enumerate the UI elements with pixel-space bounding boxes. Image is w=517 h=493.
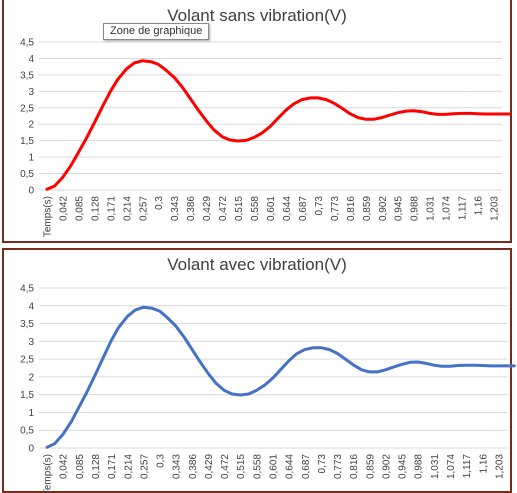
- y-tick-label: 4: [28, 301, 34, 312]
- x-tick-label: 1,117: [458, 196, 469, 221]
- x-tick-label: 0,343: [172, 454, 183, 479]
- x-tick-label: 0,73: [314, 196, 325, 216]
- x-tick-label: 0,128: [91, 454, 102, 479]
- y-tick-label: 4,5: [20, 284, 34, 295]
- x-tick-label: 0,816: [346, 196, 357, 221]
- x-tick-label: 0,902: [378, 196, 389, 221]
- x-tick-label: 0,257: [138, 196, 149, 221]
- x-tick-label: 0,042: [59, 454, 70, 479]
- y-tick-label: 1: [28, 408, 34, 419]
- chart-panel-sans-vibration[interactable]: Volant sans vibration(V) 0 0,5 1 1,5 2 2,5 3 3,…: [2, 0, 512, 243]
- x-tick-label: 0,257: [139, 454, 150, 479]
- y-tick-label: 4,5: [20, 38, 34, 49]
- x-tick-label: 0,644: [285, 454, 296, 479]
- x-tick-label: 1,031: [426, 196, 437, 221]
- x-tick-label: 1,203: [490, 196, 501, 221]
- x-tick-label: 0,773: [333, 454, 344, 479]
- chart-title: Volant sans vibration(V): [167, 6, 347, 25]
- x-tick-label: 0,042: [58, 196, 69, 221]
- y-tick-label: 4: [28, 54, 34, 65]
- x-tick-label: 0,515: [236, 454, 247, 479]
- y-tick-label: 2,5: [20, 103, 34, 114]
- y-tick-label: 0,5: [20, 426, 34, 437]
- x-tick-label: 0,687: [301, 454, 312, 479]
- y-tick-label: 3,5: [20, 319, 34, 330]
- x-tick-label: 0,171: [106, 196, 117, 221]
- x-tick-label: 0,558: [250, 196, 261, 221]
- y-tick-label: 2: [28, 372, 34, 383]
- x-tick-label: 0,429: [202, 196, 213, 221]
- x-tick-label: 0,988: [410, 196, 421, 221]
- x-tick-label: 0,085: [75, 454, 86, 479]
- x-tick-label: 0,386: [186, 196, 197, 221]
- x-tick-label: 0,945: [398, 454, 409, 479]
- x-tick-label: 0,601: [269, 454, 280, 479]
- chart-plot-avec-vibration[interactable]: 0 0,5 1 1,5 2 2,5 3 3,5 4 4,5 Temps(s) 0,042 0,085 0,…: [4, 250, 516, 493]
- x-tick-label: 0,816: [349, 454, 360, 479]
- x-tick-label: 0,902: [381, 454, 392, 479]
- x-tick-label: Temps(s): [42, 196, 53, 237]
- x-tick-label: 0,214: [122, 196, 133, 221]
- x-tick-label: Temps(s): [43, 454, 54, 493]
- y-tick-label: 0,5: [20, 169, 34, 180]
- x-tick-label: 0,644: [282, 196, 293, 221]
- series-line: [45, 59, 511, 191]
- y-tick-label: 1,5: [20, 390, 34, 401]
- x-tick-label: 1,16: [478, 454, 489, 474]
- y-tick-label: 0: [28, 444, 34, 455]
- x-tick-label: 0,945: [394, 196, 405, 221]
- x-tick-label: 0,988: [414, 454, 425, 479]
- x-tick-label: 0,859: [362, 196, 373, 221]
- series-line: [45, 305, 516, 449]
- y-tick-label: 0: [28, 186, 34, 197]
- x-tick-label: 1,074: [442, 196, 453, 221]
- x-tick-label: 0,171: [107, 454, 118, 479]
- chart-panel-avec-vibration[interactable]: Volant avec vibration(V) 0 0,5 1 1,5 2 2,5 3 3,…: [2, 248, 516, 493]
- x-tick-label: 0,472: [220, 454, 231, 479]
- x-tick-label: 0,429: [204, 454, 215, 479]
- x-tick-label: 0,687: [298, 196, 309, 221]
- x-tick-label: 1,117: [462, 454, 473, 479]
- x-tick-label: 0,472: [218, 196, 229, 221]
- x-tick-label: 0,73: [317, 454, 328, 474]
- y-tick-label: 2,5: [20, 355, 34, 366]
- x-tick-label: 0,601: [266, 196, 277, 221]
- y-tick-label: 3: [28, 87, 34, 98]
- x-tick-label: 1,16: [474, 196, 485, 216]
- chart-area-tooltip: Zone de graphique: [103, 23, 210, 40]
- x-tick-label: 0,343: [170, 196, 181, 221]
- y-tick-label: 1: [28, 153, 34, 164]
- x-tick-label: 1,031: [430, 454, 441, 479]
- x-tick-label: 1,203: [494, 454, 505, 479]
- x-tick-label: 0,128: [90, 196, 101, 221]
- y-tick-label: 1,5: [20, 136, 34, 147]
- x-tick-label: 0,386: [188, 454, 199, 479]
- x-tick-label: 0,558: [252, 454, 263, 479]
- x-tick-label: 0,773: [330, 196, 341, 221]
- x-tick-label: 0,214: [123, 454, 134, 479]
- x-tick-label: 0,515: [234, 196, 245, 221]
- y-tick-label: 3: [28, 337, 34, 348]
- chart-title: Volant avec vibration(V): [167, 255, 347, 274]
- x-tick-label: 0,085: [74, 196, 85, 221]
- y-tick-label: 2: [28, 120, 34, 131]
- x-tick-label: 0,859: [365, 454, 376, 479]
- x-tick-label: 0,3: [154, 196, 165, 210]
- y-tick-label: 3,5: [20, 70, 34, 81]
- chart-plot-sans-vibration[interactable]: 0 0,5 1 1,5 2 2,5 3 3,5 4 4,5 Temps(s) 0,042 0,085 0,…: [4, 0, 511, 243]
- x-tick-label: 1,074: [446, 454, 457, 479]
- x-tick-label: 0,3: [156, 454, 167, 468]
